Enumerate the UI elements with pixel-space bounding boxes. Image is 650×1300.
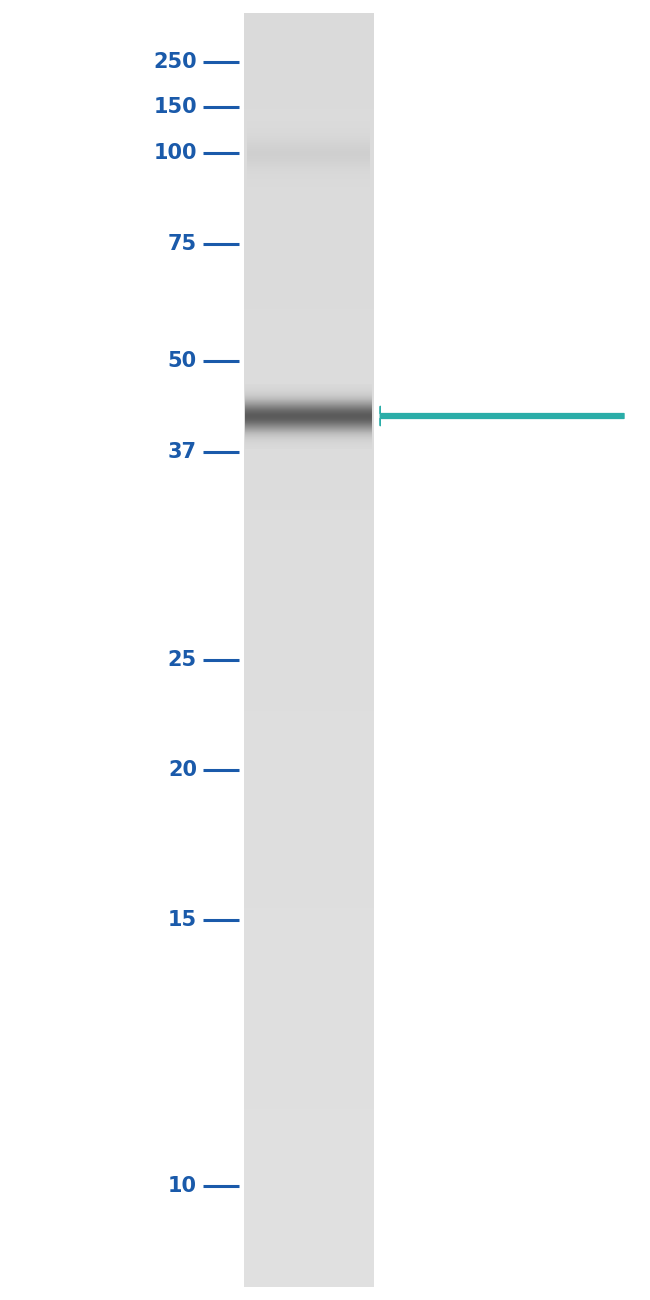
- Text: 100: 100: [153, 143, 197, 164]
- Text: 50: 50: [168, 351, 197, 372]
- Text: 10: 10: [168, 1175, 197, 1196]
- Text: 15: 15: [168, 910, 197, 931]
- Text: 250: 250: [153, 52, 197, 73]
- Text: 25: 25: [168, 650, 197, 671]
- Text: 75: 75: [168, 234, 197, 255]
- Text: 37: 37: [168, 442, 197, 463]
- Text: 150: 150: [153, 96, 197, 117]
- Text: 20: 20: [168, 759, 197, 780]
